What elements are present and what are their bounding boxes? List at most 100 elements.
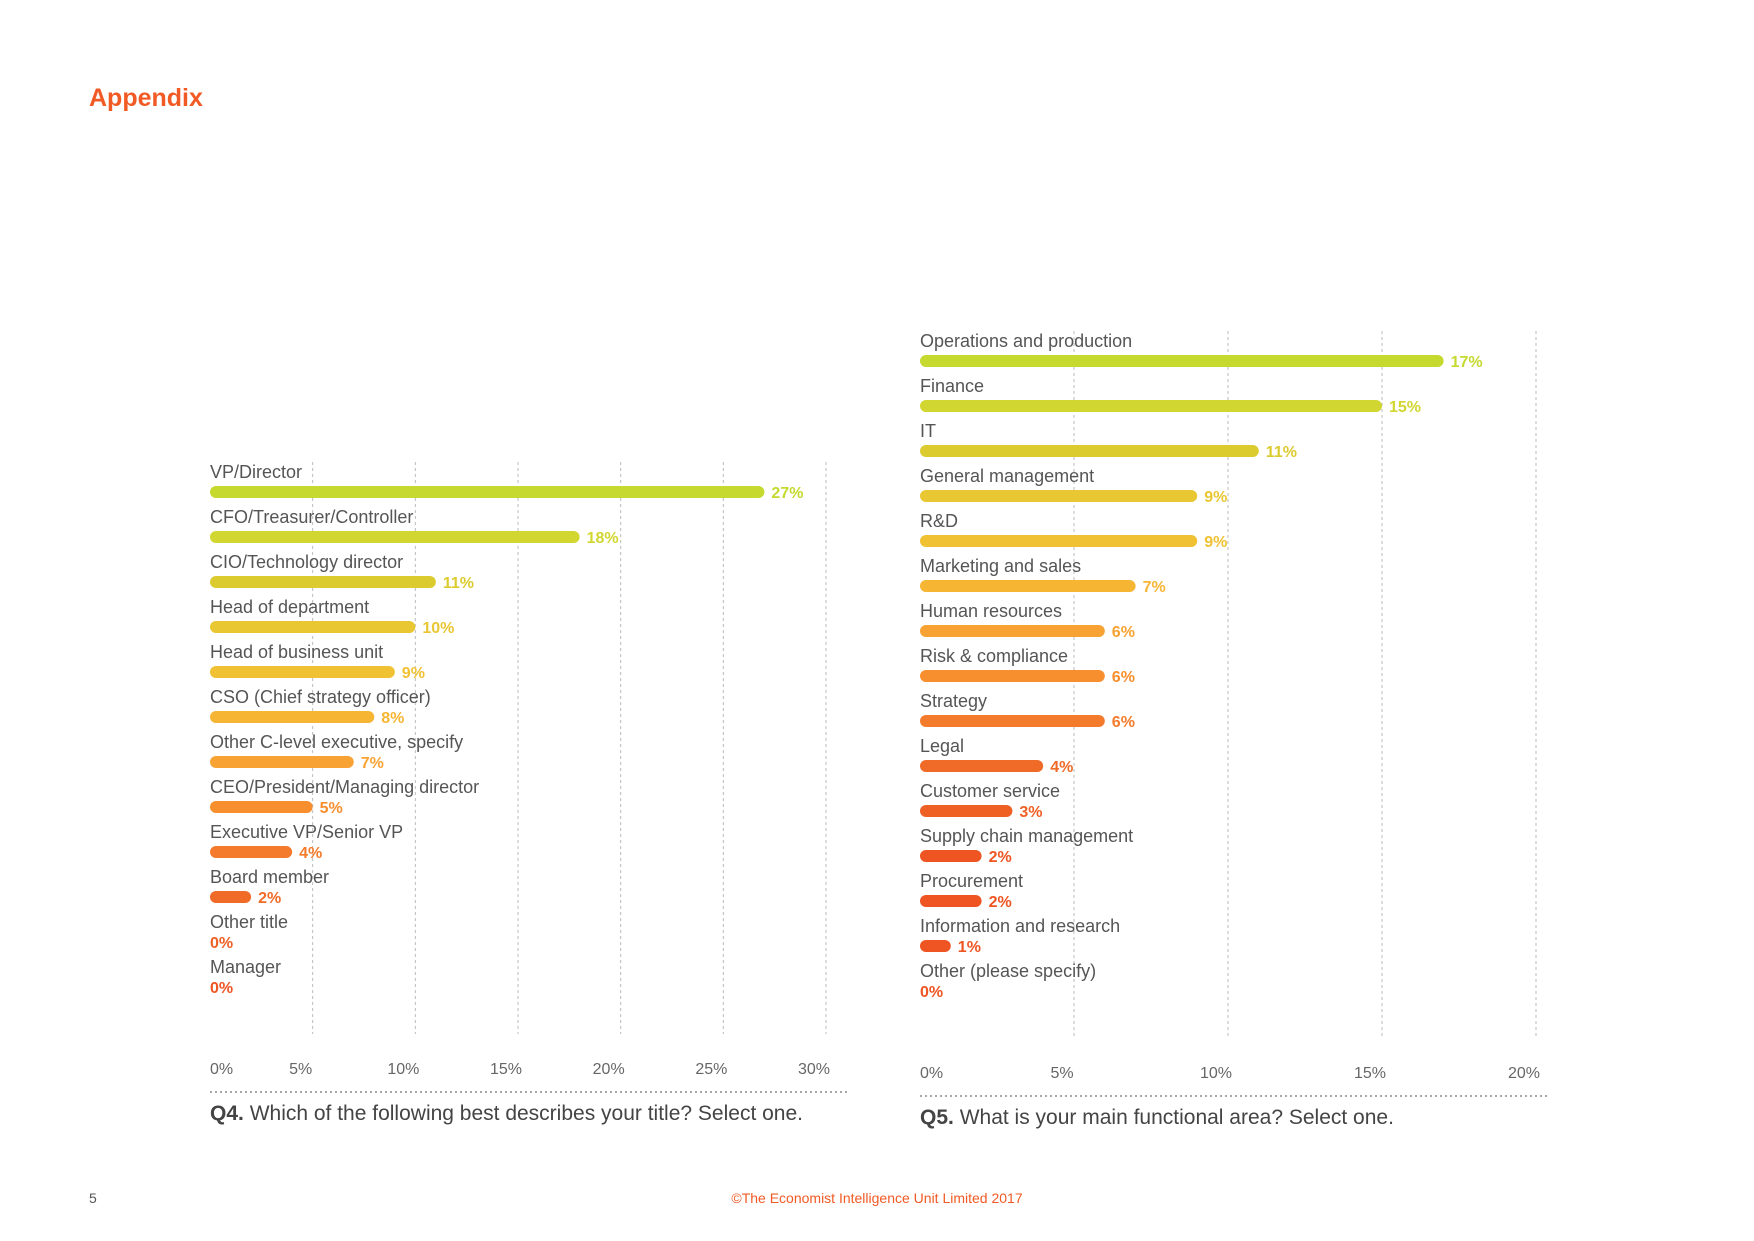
value-label: 6% xyxy=(1112,714,1135,731)
bar xyxy=(920,355,1444,367)
value-label: 1% xyxy=(958,939,981,956)
bar xyxy=(210,666,395,678)
bar xyxy=(210,891,252,903)
category-label: IT xyxy=(920,421,936,441)
category-label: CEO/President/Managing director xyxy=(210,777,479,797)
bar xyxy=(920,805,1013,817)
question-body: Which of the following best describes yo… xyxy=(244,1102,803,1125)
question-number: Q5. xyxy=(920,1106,954,1129)
category-label: R&D xyxy=(920,511,958,531)
tick-label: 5% xyxy=(1050,1065,1073,1082)
value-label: 27% xyxy=(771,485,803,502)
category-label: Customer service xyxy=(920,781,1060,801)
tick-label: 30% xyxy=(798,1061,830,1078)
bar xyxy=(920,940,951,952)
value-label: 4% xyxy=(299,845,322,862)
value-label: 17% xyxy=(1451,354,1483,371)
bar xyxy=(920,400,1382,412)
value-label: 7% xyxy=(361,755,384,772)
value-label: 7% xyxy=(1143,579,1166,596)
tick-label: 0% xyxy=(920,1065,943,1082)
value-label: 3% xyxy=(1019,804,1042,821)
bar xyxy=(210,531,580,543)
bar xyxy=(920,895,982,907)
category-label: Human resources xyxy=(920,601,1062,621)
category-label: Finance xyxy=(920,376,984,396)
value-label: 5% xyxy=(320,800,343,817)
category-label: Head of business unit xyxy=(210,642,383,662)
bar xyxy=(210,846,293,858)
tick-label: 15% xyxy=(490,1061,522,1078)
category-label: Head of department xyxy=(210,597,369,617)
value-label: 0% xyxy=(920,984,943,1001)
value-label: 4% xyxy=(1050,759,1073,776)
value-label: 2% xyxy=(989,894,1012,911)
bar xyxy=(210,621,416,633)
category-label: Risk & compliance xyxy=(920,646,1068,666)
question-text: Q4. Which of the following best describe… xyxy=(210,1102,803,1125)
bar xyxy=(920,670,1105,682)
tick-label: 25% xyxy=(695,1061,727,1078)
bar xyxy=(920,580,1136,592)
category-label: Supply chain management xyxy=(920,826,1133,846)
value-label: 11% xyxy=(1266,444,1297,461)
question-number: Q4. xyxy=(210,1102,244,1125)
value-label: 0% xyxy=(210,980,233,997)
bar xyxy=(920,760,1044,772)
value-label: 8% xyxy=(381,710,404,727)
bar xyxy=(920,535,1198,547)
question-text: Q5. What is your main functional area? S… xyxy=(920,1106,1394,1129)
tick-label: 15% xyxy=(1354,1065,1386,1082)
tick-label: 20% xyxy=(593,1061,625,1078)
category-label: Legal xyxy=(920,736,964,756)
category-label: Operations and production xyxy=(920,331,1132,351)
category-label: Other C-level executive, specify xyxy=(210,732,463,752)
category-label: Procurement xyxy=(920,871,1023,891)
bar xyxy=(210,576,436,588)
category-label: CIO/Technology director xyxy=(210,552,403,572)
question-body: What is your main functional area? Selec… xyxy=(954,1106,1394,1129)
value-label: 0% xyxy=(210,935,233,952)
tick-label: 10% xyxy=(387,1061,419,1078)
category-label: Manager xyxy=(210,957,281,977)
value-label: 6% xyxy=(1112,624,1135,641)
bar xyxy=(210,711,375,723)
category-label: General management xyxy=(920,466,1094,486)
chart-q4-title: VP/Director 27% CFO/Treasurer/Controller 18… xyxy=(210,462,850,1125)
bar xyxy=(920,445,1259,457)
bar xyxy=(920,490,1198,502)
category-label: Executive VP/Senior VP xyxy=(210,822,403,842)
category-label: Strategy xyxy=(920,691,987,711)
category-label: CSO (Chief strategy officer) xyxy=(210,687,431,707)
value-label: 2% xyxy=(989,849,1012,866)
value-label: 10% xyxy=(422,620,454,637)
tick-label: 20% xyxy=(1508,1065,1540,1082)
bar xyxy=(210,801,313,813)
value-label: 2% xyxy=(258,890,281,907)
category-label: Board member xyxy=(210,867,329,887)
category-label: Other (please specify) xyxy=(920,961,1096,981)
tick-label: 5% xyxy=(289,1061,312,1078)
chart-q5-functional-area: Operations and production 17% Finance 15% IT… xyxy=(920,331,1550,1129)
value-label: 15% xyxy=(1389,399,1421,416)
bar xyxy=(920,850,982,862)
category-label: VP/Director xyxy=(210,462,302,482)
category-label: CFO/Treasurer/Controller xyxy=(210,507,413,527)
value-label: 9% xyxy=(1204,534,1227,551)
bar xyxy=(210,756,354,768)
value-label: 11% xyxy=(443,575,474,592)
category-label: Other title xyxy=(210,912,288,932)
value-label: 9% xyxy=(402,665,425,682)
category-label: Marketing and sales xyxy=(920,556,1081,576)
bar xyxy=(920,625,1105,637)
bar xyxy=(210,486,765,498)
value-label: 6% xyxy=(1112,669,1135,686)
value-label: 18% xyxy=(587,530,619,547)
tick-label: 10% xyxy=(1200,1065,1232,1082)
category-label: Information and research xyxy=(920,916,1120,936)
tick-label: 0% xyxy=(210,1061,233,1078)
footer-copyright: ©The Economist Intelligence Unit Limited… xyxy=(731,1190,1023,1206)
bar xyxy=(920,715,1105,727)
page-number: 5 xyxy=(89,1190,97,1206)
value-label: 9% xyxy=(1204,489,1227,506)
